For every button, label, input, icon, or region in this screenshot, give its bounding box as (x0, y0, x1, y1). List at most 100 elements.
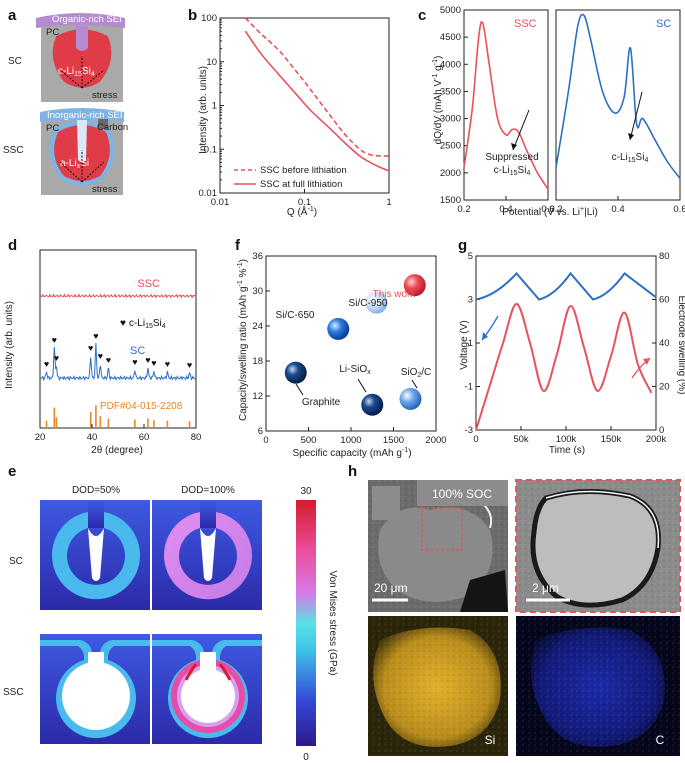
panel-g-axis-arrows (481, 315, 651, 379)
g-ytick-left-label: 1 (468, 338, 473, 349)
panel-g-axes: 5 3 1 -1 -3 80 60 40 20 0 0 50k 100k 150k 200k (465, 251, 670, 445)
d-peak-heart-marker: ♥ (187, 360, 192, 370)
c-xtick-label-right: 0.2 (549, 204, 562, 215)
ssc-inorganic-sei (40, 108, 124, 122)
panel-c-ylabel: dQ/dV (mAh V-1 g-1) (432, 56, 444, 145)
panel-h: h 100% SOC 20 μm 2 μm (348, 463, 681, 756)
d-series-ssc (39, 293, 197, 299)
panel-b-label: b (188, 7, 197, 24)
f-ytick-label: 24 (252, 321, 263, 332)
sem-overview: 100% SOC 20 μm (368, 480, 508, 612)
g-xtick-label: 50k (513, 434, 529, 445)
d-frame (39, 249, 197, 429)
c-ytick-label: 4000 (440, 59, 461, 70)
f-point-sic950 (365, 291, 388, 314)
b-ytick-label: 100 (201, 13, 217, 24)
sem-zoom-box (421, 507, 463, 551)
f-point-sio2c (399, 387, 422, 410)
fem-sc100-crack (200, 528, 216, 581)
f-point-this-work (403, 274, 426, 297)
fem-sc50-channel (88, 500, 104, 528)
b-ytick-label: 0.01 (199, 188, 218, 199)
sem-scale-text-20um: 20 μm (374, 581, 408, 595)
sem-zoom: 2 μm (515, 479, 681, 613)
fem-ssc100-hot-left (184, 663, 198, 681)
ssc-schematic: PC Inorganic-rich SEI Carbon a-LixSi str… (40, 108, 128, 195)
c-xtick-label-right: 0.6 (673, 204, 685, 215)
sc-pc-text: PC (46, 27, 59, 38)
sem-zoom-edge (545, 490, 660, 549)
panel-c-ssc-title: SSC (514, 18, 537, 30)
g-ytick-right-label: 40 (659, 338, 670, 349)
f-xtick-label: 1500 (383, 435, 404, 446)
g-ytick-left-label: 5 (468, 251, 473, 262)
c-ytick-label: 1500 (440, 195, 461, 206)
g-series-voltage (475, 271, 657, 301)
eds-c-text: C (656, 733, 665, 747)
eds-si-texture (368, 616, 508, 756)
panel-f-axes: 36 30 24 18 12 60 500 1000 1500 2000 (252, 251, 446, 446)
f-label-sic950: Si/C-950 (349, 298, 388, 309)
panel-c-label: c (418, 7, 426, 24)
d-peak-heart-marker: ♥ (106, 355, 111, 365)
eds-si-text: Si (485, 733, 496, 747)
eds-c-map: C (516, 616, 680, 756)
sem-scale-text-2um: 2 μm (532, 581, 559, 595)
f-ytick-label: 30 (252, 286, 263, 297)
b-series-after (244, 30, 390, 172)
d-xtick-label: 40 (87, 432, 98, 443)
b-series-before (244, 17, 390, 157)
panel-d-ssc-label: SSC (137, 278, 160, 290)
panel-f-ylabel: Capacity/swelling ratio (mAh g-1 %-1) (237, 259, 249, 421)
right-annotation-arrow (629, 91, 643, 141)
fem-ssc-dod50 (40, 634, 150, 744)
panel-g: g Voltage (V) Electrode swelling (%) Tim… (458, 237, 685, 456)
panel-b-legend: SSC before lithiation SSC at full lithia… (234, 165, 347, 190)
panel-e: e DOD=50% DOD=100% SC SSC (3, 463, 338, 763)
f-pointer-graphite (295, 383, 304, 396)
left-annotation-line1: Suppressed (485, 152, 538, 163)
d-peak-heart-marker: ♥ (44, 359, 49, 369)
panel-h-label: h (348, 463, 357, 480)
panel-b-plot (244, 17, 390, 172)
d-peak-heart-marker: ♥ (93, 331, 98, 341)
panel-f-label: f (235, 237, 241, 254)
right-annotation-text: c-Li15Si4 (612, 152, 649, 164)
sc-core-text: c-Li15Si4 (58, 66, 95, 78)
panel-b-ylabel: Intensity (arb. units) (198, 66, 209, 154)
panel-e-row-sc: SC (9, 556, 23, 567)
sem-overview-fragment (372, 486, 400, 520)
panel-e-dod100-label: DOD=100% (181, 485, 235, 496)
legend-after-text: SSC at full lithiation (260, 179, 342, 190)
c-xtick-label-left: 0.2 (457, 204, 470, 215)
panel-a-row-ssc-label: SSC (3, 145, 24, 156)
ssc-sei-text: Inorganic-rich SEI (47, 110, 123, 121)
eds-si-map: Si (368, 616, 508, 756)
colorbar-max: 30 (300, 486, 312, 497)
fem-ssc50-neck (88, 652, 104, 664)
panel-g-xlabel: Time (s) (549, 445, 585, 456)
d-peak-heart-marker: ♥ (165, 359, 170, 369)
c-ytick-label: 2500 (440, 141, 461, 152)
sem-overview-edge2 (483, 504, 493, 529)
stress-colorbar (296, 500, 316, 746)
c-ytick-label: 4500 (440, 32, 461, 43)
panel-b-xlabel: Q (Å-1) (287, 205, 317, 218)
sc-sei-neck (76, 26, 88, 51)
panel-g-plot (475, 271, 657, 431)
ssc-void-neck (77, 120, 87, 162)
g-xtick-label: 150k (601, 434, 622, 445)
sem-overview-particle (378, 507, 493, 602)
fem-ssc-dod100 (152, 634, 262, 744)
legend-before-text: SSC before lithiation (260, 165, 347, 176)
left-annotation-line2: c-Li15Si4 (494, 165, 531, 177)
fem-sc-dod100 (152, 500, 262, 610)
f-xtick-label: 500 (301, 435, 317, 446)
ssc-stress-text: stress (92, 184, 118, 195)
g-xtick-label: 100k (556, 434, 577, 445)
sc-sei-text: Organic-rich SEI (52, 14, 122, 25)
f-ytick-label: 18 (252, 356, 263, 367)
f-pointer-lisiox (357, 378, 367, 393)
sc-stress-text: stress (92, 90, 118, 101)
